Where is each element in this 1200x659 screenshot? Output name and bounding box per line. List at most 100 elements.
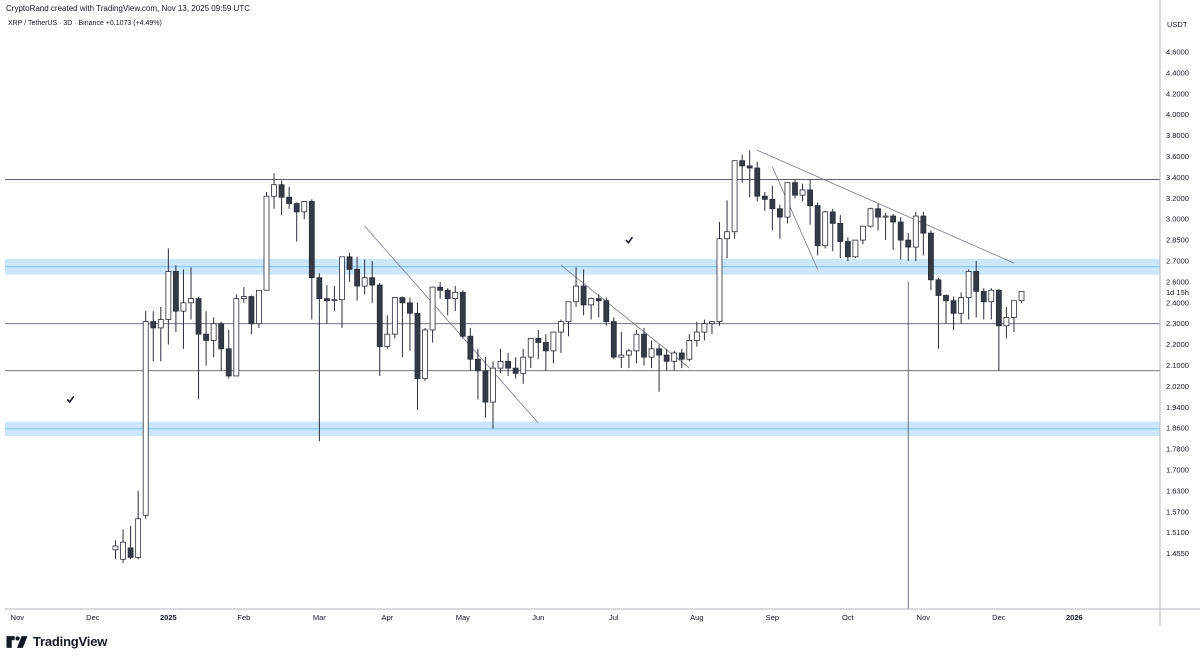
candle-body (293, 203, 300, 213)
candle-body (950, 300, 957, 314)
candle-body (603, 300, 610, 323)
candle-body (354, 268, 361, 287)
candle-body (346, 256, 353, 270)
y-tick-label: 2.4000 (1166, 298, 1189, 307)
candle-body (520, 356, 527, 374)
candle-body (1003, 317, 1010, 327)
trendline (771, 166, 819, 270)
candle-body (693, 331, 700, 341)
x-tick-label: Dec (86, 613, 100, 622)
y-tick-label: 3.6000 (1166, 152, 1189, 161)
x-tick-label: Oct (842, 613, 855, 622)
candle-body (339, 256, 345, 301)
candle-body (565, 301, 572, 323)
candle-body (958, 297, 964, 314)
symbol-name: XRP / TetherUS · 3D · Binance (8, 20, 104, 27)
candle-body (822, 211, 829, 247)
trendline (560, 264, 690, 369)
tradingview-brand[interactable]: TradingView (6, 634, 107, 649)
x-tick-label: Sep (766, 613, 779, 622)
candle-body (459, 291, 466, 337)
candle-body (195, 298, 202, 335)
candle-body (263, 195, 270, 291)
candle-body (618, 354, 625, 358)
x-tick-label: 2025 (160, 613, 177, 622)
candle-body (784, 182, 791, 218)
candle-body (860, 225, 866, 241)
trendline (757, 149, 1015, 264)
candle-body (761, 195, 768, 200)
candle-body (995, 289, 1002, 327)
x-tick-label: Mar (313, 613, 326, 622)
candle-body (769, 198, 776, 210)
candle-body (467, 335, 474, 360)
candle-body (150, 321, 157, 329)
candle-body (988, 289, 995, 303)
candle-body (920, 215, 927, 234)
candle-body (792, 182, 798, 196)
candle-body (286, 196, 293, 204)
candle-body (391, 297, 398, 335)
candle-body (369, 277, 376, 286)
symbol-info[interactable]: XRP / TetherUS · 3D · Binance +0.1073 (+… (8, 20, 162, 27)
candle-body (444, 289, 451, 300)
candle-body (588, 298, 595, 306)
candle-body (980, 290, 987, 303)
x-tick-label: Feb (237, 613, 250, 622)
candle-body (807, 189, 813, 207)
candle-body (777, 208, 783, 218)
candle-body (542, 342, 549, 352)
candle-body (965, 271, 972, 298)
candle-body (814, 205, 821, 247)
candle-body (905, 239, 912, 248)
y-tick-label: 4.0000 (1166, 110, 1189, 119)
candle-body (135, 518, 142, 558)
y-tick-label: 2.8500 (1166, 236, 1189, 245)
candle-body (912, 215, 919, 248)
candle-body (278, 184, 285, 198)
candle-body (1011, 300, 1017, 318)
candle-body (573, 285, 579, 303)
x-tick-label: 2026 (1066, 613, 1083, 622)
y-tick-label: 4.2000 (1166, 89, 1189, 98)
y-tick-label: 1.4550 (1166, 549, 1189, 558)
y-tick-label: 3.2000 (1166, 194, 1189, 203)
tradingview-logo-icon (6, 635, 28, 648)
candle-body (837, 222, 844, 242)
candle-body (120, 541, 126, 560)
candle-body (867, 208, 874, 227)
candle-body (641, 333, 647, 358)
currency-label: USDT (1167, 20, 1188, 29)
candle-body (580, 285, 587, 306)
y-tick-label: 2.7000 (1166, 257, 1189, 266)
candle-body (316, 277, 323, 300)
y-tick-label: 1.7000 (1166, 466, 1189, 475)
candle-body (429, 286, 436, 331)
y-tick-label: 2.1000 (1166, 361, 1189, 370)
candle-body (482, 370, 489, 403)
candle-body (165, 271, 172, 320)
candle-body (852, 239, 859, 258)
chart-credit: CryptoRand created with TradingView.com,… (6, 4, 250, 13)
x-tick-label: Nov (917, 613, 931, 622)
candle-body (399, 297, 406, 304)
y-tick-label: 2.2000 (1166, 340, 1189, 349)
x-tick-label: Jul (609, 613, 619, 622)
candle-body (505, 360, 512, 369)
y-tick-label: 3.4000 (1166, 173, 1189, 182)
x-tick-label: Apr (381, 613, 393, 622)
candle-body (527, 337, 534, 358)
x-tick-label: Dec (992, 613, 1006, 622)
candle-body (376, 284, 383, 348)
y-tick-label: 1.5100 (1166, 528, 1189, 537)
candle-body (271, 184, 277, 197)
candle-body (686, 340, 693, 360)
candle-body (648, 348, 655, 358)
candle-body (361, 277, 368, 287)
candle-body (595, 298, 602, 302)
candle-body (739, 160, 746, 167)
y-tick-label: 2.6000 (1166, 277, 1189, 286)
y-tick-label: 3.0000 (1166, 215, 1189, 224)
candle-body (437, 286, 444, 291)
